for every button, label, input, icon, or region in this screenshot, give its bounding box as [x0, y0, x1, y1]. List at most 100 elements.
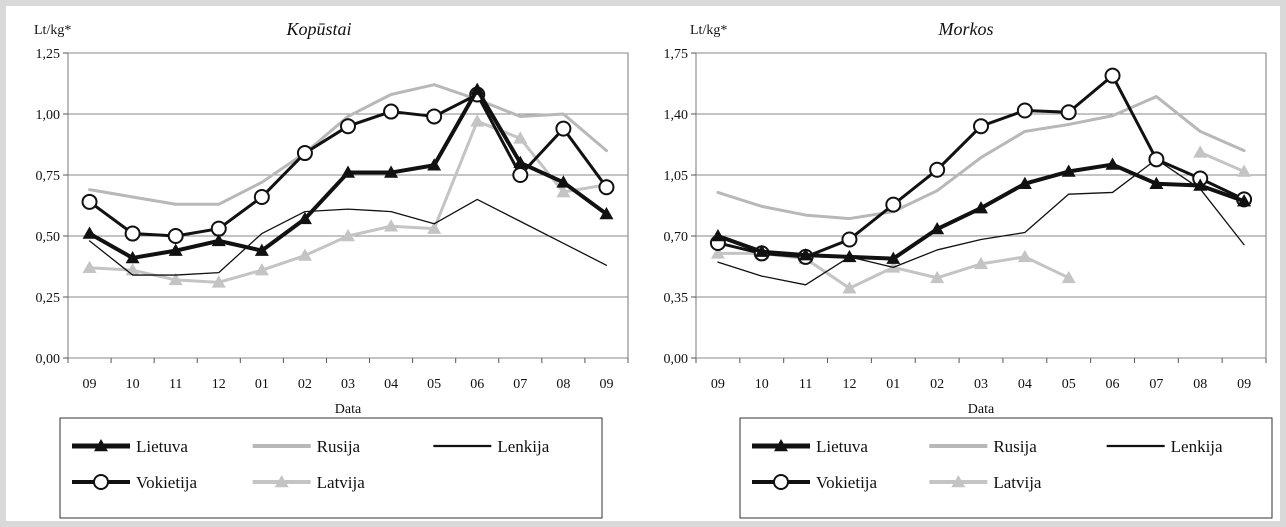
point-vokietija [1148, 151, 1165, 168]
point-latvija [974, 256, 988, 270]
legend-marker-lietuva [94, 439, 108, 452]
point-vokietija [512, 167, 529, 183]
point-vokietija [340, 118, 356, 135]
x-tick-label: 07 [513, 377, 527, 392]
point-vokietija [253, 188, 270, 205]
point-latvija [1237, 164, 1252, 177]
y-tick-label: 0,00 [36, 352, 61, 367]
point-latvija [168, 272, 183, 286]
point-lietuva [556, 175, 571, 188]
point-lietuva [1061, 164, 1076, 177]
legend-label-lenkija: Lenkija [1171, 437, 1223, 456]
legend-box [739, 417, 1273, 519]
point-lietuva [341, 165, 355, 178]
x-axis-label: Data [335, 402, 362, 417]
point-lietuva [1193, 178, 1208, 191]
point-latvija [1193, 145, 1208, 158]
point-lietuva [1237, 194, 1252, 207]
y-axis-label: Lt/kg* [690, 23, 727, 38]
point-lietuva [599, 207, 614, 220]
legend-label-rusija: Rusija [317, 437, 361, 456]
point-vokietija [426, 108, 443, 125]
x-tick-label: 04 [1018, 377, 1032, 392]
x-tick-label: 03 [341, 377, 355, 392]
point-latvija [1017, 249, 1032, 263]
x-tick-label: 04 [384, 377, 398, 392]
chart-title: Kopūstai [285, 19, 351, 39]
point-lietuva [842, 249, 857, 263]
legend-marker-vokietija [93, 474, 109, 490]
point-lietuva [82, 226, 97, 239]
point-latvija [341, 229, 355, 242]
legend-label-latvija: Latvija [317, 473, 366, 492]
y-tick-label: 1,75 [664, 47, 689, 62]
point-lietuva [254, 243, 269, 256]
y-axis-label: Lt/kg* [34, 23, 71, 38]
point-lietuva [1105, 157, 1120, 170]
point-latvija [211, 275, 226, 288]
point-lietuva [974, 201, 988, 214]
x-tick-label: 02 [298, 377, 312, 392]
point-vokietija [1060, 104, 1077, 121]
point-vokietija [1016, 102, 1033, 119]
point-latvija [930, 270, 945, 284]
legend-marker-vokietija [773, 474, 789, 490]
chart-morkos: 0,00 0,35 0,70 1,05 1,40 1,75 09 10 11 12 01 02 03 04… [664, 19, 1273, 519]
point-latvija [710, 246, 725, 259]
point-latvija [470, 114, 485, 127]
x-tick-label: 09 [83, 377, 97, 392]
point-vokietija [210, 220, 227, 237]
point-lietuva [384, 165, 399, 178]
point-latvija [82, 260, 97, 273]
point-vokietija [973, 118, 989, 135]
point-vokietija [841, 231, 858, 248]
y-tick-label: 1,05 [664, 169, 689, 184]
point-lietuva [297, 211, 312, 225]
x-tick-label: 03 [974, 377, 988, 392]
x-tick-label: 08 [556, 377, 570, 392]
x-tick-label: 08 [1193, 377, 1207, 392]
series-line-lenkija [88, 198, 608, 276]
x-tick-label: 05 [427, 377, 441, 392]
series-line-rusija [716, 95, 1246, 221]
legend-label-lietuva: Lietuva [816, 437, 868, 456]
x-tick-label: 09 [599, 377, 613, 392]
x-tick-label: 09 [1237, 377, 1251, 392]
point-latvija [513, 131, 528, 144]
x-tick-label: 05 [1062, 377, 1076, 392]
point-vokietija [383, 103, 400, 120]
point-vokietija [598, 179, 615, 196]
x-tick-label: 10 [126, 377, 140, 392]
legend-marker-latvija [274, 475, 289, 488]
point-lietuva [427, 158, 442, 171]
point-lietuva [470, 82, 485, 95]
x-tick-label: 02 [930, 377, 944, 392]
legend-label-vokietija: Vokietija [816, 473, 878, 492]
point-latvija [297, 248, 312, 261]
point-lietuva [754, 244, 769, 257]
plot-area [67, 52, 629, 359]
legend-marker-latvija [951, 475, 966, 488]
legend-label-rusija: Rusija [993, 437, 1037, 456]
point-lietuva [886, 251, 901, 264]
point-vokietija [885, 196, 902, 213]
chart-title: Morkos [938, 19, 994, 39]
x-tick-label: 12 [842, 377, 856, 392]
figure-frame: 0,00 0,25 0,50 0,75 1,00 1,25 09 10 11 12 01 02 03 04… [6, 6, 1280, 521]
y-tick-label: 1,40 [664, 108, 689, 123]
point-lietuva [513, 155, 528, 169]
point-latvija [1061, 270, 1076, 284]
point-lietuva [710, 229, 725, 242]
x-tick-label: 01 [255, 377, 269, 392]
point-latvija [427, 221, 442, 234]
y-tick-label: 0,70 [664, 230, 689, 245]
y-tick-label: 0,00 [664, 352, 689, 367]
x-tick-label: 11 [169, 377, 182, 392]
point-lietuva [1149, 176, 1164, 189]
x-tick-label: 09 [711, 377, 725, 392]
y-tick-label: 0,25 [36, 291, 61, 306]
legend-label-latvija: Latvija [993, 473, 1042, 492]
point-lietuva [211, 233, 226, 247]
point-lietuva [798, 248, 813, 261]
x-tick-label: 12 [212, 377, 226, 392]
